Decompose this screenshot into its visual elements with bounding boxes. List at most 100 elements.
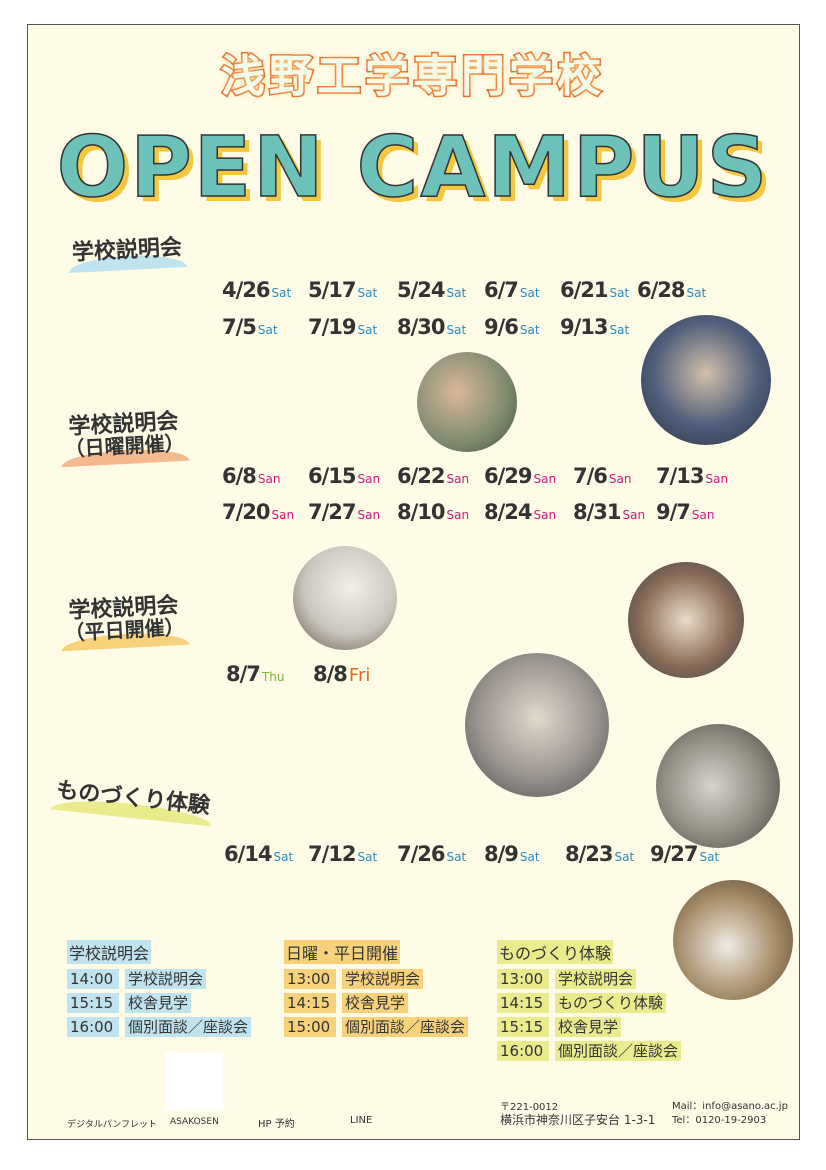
schedule-row: 16:00 個別面談／座談会 [67, 1017, 252, 1037]
schedule-item: 学校説明会 [342, 969, 424, 989]
event-date: 8/9 Sat [484, 842, 540, 866]
tel: Tel：0120-19-2903 [672, 1115, 767, 1126]
schedule-block: 学校説明会 14:00 学校説明会 15:15 校舎見学 16:00 個別面談／座談会 [67, 940, 252, 1041]
date-text: 8/9 [484, 842, 519, 866]
event-date: 6/8 San [222, 464, 280, 488]
schedule-time: 14:00 [67, 969, 119, 989]
schedule-time: 15:15 [497, 1017, 549, 1037]
schedule-time: 13:00 [284, 969, 336, 989]
schedule-time: 15:15 [67, 993, 119, 1013]
date-text: 7/20 [222, 500, 271, 524]
date-text: 8/7 [226, 662, 261, 686]
event-date: 8/7 Thu [226, 662, 284, 686]
weekday-label: Sat [446, 286, 467, 300]
date-text: 9/27 [650, 842, 699, 866]
date-text: 6/15 [308, 464, 357, 488]
date-text: 7/12 [308, 842, 357, 866]
event-date: 8/30 Sat [397, 315, 466, 339]
date-text: 5/17 [308, 278, 357, 302]
date-text: 7/13 [656, 464, 705, 488]
schedule-time: 13:00 [497, 969, 549, 989]
date-text: 8/23 [565, 842, 614, 866]
schedule-time: 14:15 [497, 993, 549, 1013]
event-date: 8/31 San [573, 500, 645, 524]
weekday-label: Sat [257, 323, 278, 337]
link-line[interactable]: LINE [350, 1115, 373, 1126]
weekday-label: Sat [357, 850, 378, 864]
photo-students-computer [417, 352, 517, 452]
schedule-item: 個別面談／座談会 [555, 1041, 682, 1061]
date-text: 6/7 [484, 278, 519, 302]
weekday-label: Sat [519, 323, 540, 337]
event-date: 7/26 Sat [397, 842, 466, 866]
date-text: 8/24 [484, 500, 533, 524]
event-date: 6/15 San [308, 464, 380, 488]
schedule-time: 16:00 [67, 1017, 119, 1037]
weekday-label: Sat [609, 323, 630, 337]
schedule-row: 14:00 学校説明会 [67, 969, 251, 989]
date-text: 7/26 [397, 842, 446, 866]
event-date: 7/19 Sat [308, 315, 377, 339]
weekday-label: San [691, 508, 715, 522]
schedule-row: 16:00 個別面談／座談会 [497, 1041, 682, 1061]
event-date: 6/29 San [484, 464, 556, 488]
weekday-label: San [357, 472, 381, 486]
weekday-label: Fri [348, 665, 371, 686]
weekday-label: Sat [357, 323, 378, 337]
school-name: 浅野工学専門学校 [220, 50, 605, 104]
address: 横浜市神奈川区子安台 1-3-1 [500, 1113, 656, 1127]
date-text: 6/28 [637, 278, 686, 302]
weekday-label: San [622, 508, 646, 522]
date-text: 6/22 [397, 464, 446, 488]
event-date: 5/17 Sat [308, 278, 377, 302]
event-date: 7/5 Sat [222, 315, 278, 339]
photo-lecture [293, 546, 397, 650]
date-text: 6/21 [560, 278, 609, 302]
date-text: 8/10 [397, 500, 446, 524]
schedule-time: 15:00 [284, 1017, 336, 1037]
schedule-row: 15:15 校舎見学 [67, 993, 251, 1013]
weekday-label: Sat [609, 286, 630, 300]
schedule-row: 13:00 学校説明会 [497, 969, 681, 989]
date-text: 7/19 [308, 315, 357, 339]
link-asakosen[interactable]: ASAKOSEN [170, 1117, 219, 1127]
photo-architecture-model [673, 880, 793, 1000]
weekday-label: San [271, 508, 295, 522]
event-date: 4/26 Sat [222, 278, 291, 302]
event-date: 7/12 Sat [308, 842, 377, 866]
event-date: 8/8 Fri [313, 662, 370, 686]
weekday-label: Sat [614, 850, 635, 864]
weekday-label: Sat [273, 850, 294, 864]
open-campus-title: OPEN CAMPUS [56, 117, 770, 217]
event-date: 9/27 Sat [650, 842, 719, 866]
date-text: 8/8 [313, 662, 348, 686]
weekday-label: Sat [357, 286, 378, 300]
weekday-label: San [608, 472, 632, 486]
schedule-time: 16:00 [497, 1041, 549, 1061]
event-date: 5/24 Sat [397, 278, 466, 302]
weekday-label: Sat [446, 323, 467, 337]
schedule-item: 校舎見学 [555, 1017, 622, 1037]
photo-instructor [465, 653, 609, 797]
date-text: 4/26 [222, 278, 271, 302]
qr-code-placeholder[interactable] [165, 1052, 223, 1110]
weekday-label: San [533, 508, 557, 522]
heading-text: 学校説明会 [71, 235, 183, 266]
mail[interactable]: Mail：info@asano.ac.jp [672, 1101, 788, 1112]
schedule-row: 14:15 校舎見学 [284, 993, 468, 1013]
weekday-label: Sat [271, 286, 292, 300]
photo-workshop [656, 724, 780, 848]
weekday-label: Thu [261, 670, 285, 684]
schedule-block: ものづくり体験 13:00 学校説明会 14:15 ものづくり体験 15:15 校舎見学 16… [497, 940, 682, 1065]
link-digital-pamphlet[interactable]: デジタルパンフレット [67, 1120, 158, 1130]
schedule-item: 校舎見学 [342, 993, 409, 1013]
weekday-label: San [705, 472, 729, 486]
date-text: 7/5 [222, 315, 257, 339]
event-date: 9/13 Sat [560, 315, 629, 339]
event-date: 9/7 San [656, 500, 714, 524]
weekday-label: San [257, 472, 281, 486]
schedule-title: ものづくり体験 [497, 940, 614, 964]
section-heading-weekday: 学校説明会 （平日開催） [60, 593, 190, 652]
link-hp-reservation[interactable]: HP 予約 [258, 1119, 295, 1130]
heading-sub: （平日開催） [64, 614, 186, 646]
